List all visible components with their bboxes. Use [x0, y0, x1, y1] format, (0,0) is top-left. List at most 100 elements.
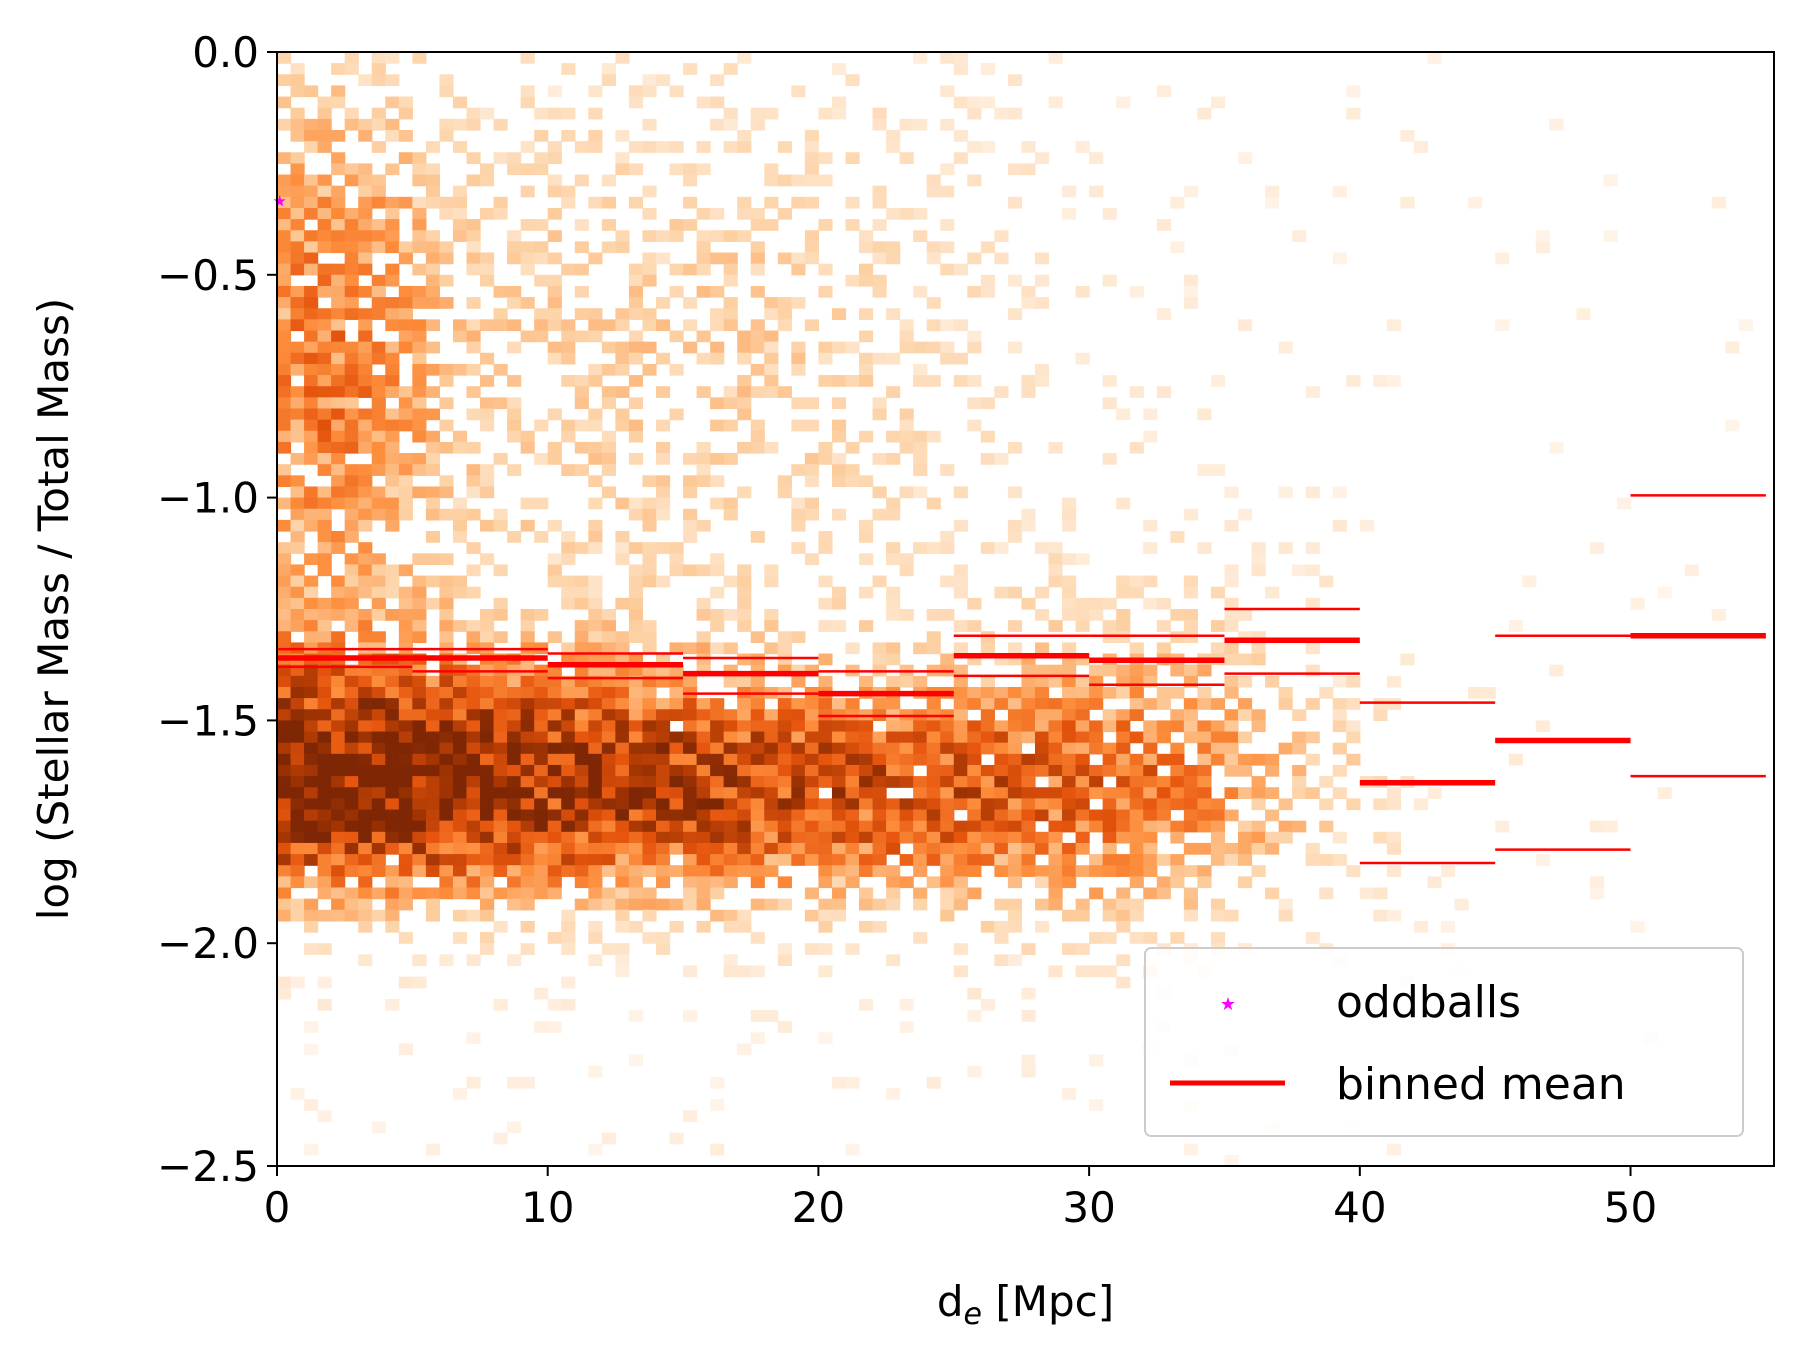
heatmap-cell	[737, 787, 752, 799]
heatmap-cell	[1129, 285, 1144, 298]
heatmap-cell	[750, 753, 765, 766]
heatmap-cell	[1210, 375, 1226, 387]
heatmap-cell	[1034, 375, 1050, 387]
heatmap-cell	[452, 363, 468, 376]
heatmap-cell	[831, 820, 847, 833]
heatmap-cell	[304, 943, 319, 955]
heatmap-cell	[615, 954, 630, 967]
heatmap-cell	[331, 831, 346, 844]
heatmap-cell	[507, 375, 522, 387]
heatmap-cell	[1102, 898, 1117, 911]
heatmap-cell	[371, 564, 386, 577]
heatmap-cell	[358, 620, 373, 632]
heatmap-cell	[304, 698, 319, 710]
heatmap-cell	[398, 664, 413, 677]
heatmap-cell	[277, 519, 292, 532]
heatmap-cell	[696, 464, 711, 476]
heatmap-cell	[1197, 542, 1212, 554]
heatmap-cell	[466, 887, 481, 900]
heatmap-cell	[628, 419, 644, 432]
heatmap-cell	[967, 330, 982, 343]
heatmap-cell	[588, 475, 603, 488]
heatmap-cell	[818, 731, 833, 744]
heatmap-cell	[439, 686, 454, 699]
heatmap-cell	[1129, 386, 1144, 398]
heatmap-cell	[1292, 230, 1307, 242]
heatmap-cell	[385, 564, 400, 577]
heatmap-cell	[398, 252, 413, 265]
heatmap-cell	[967, 831, 982, 844]
heatmap-cell	[710, 764, 725, 777]
heatmap-cell	[439, 274, 454, 287]
heatmap-cell	[398, 776, 413, 788]
heatmap-cell	[317, 441, 332, 454]
heatmap-cell	[398, 698, 413, 710]
heatmap-cell	[899, 809, 914, 822]
heatmap-cell	[304, 408, 319, 421]
heatmap-cell	[601, 731, 616, 744]
heatmap-cell	[777, 898, 792, 911]
heatmap-cell	[1089, 720, 1104, 733]
heatmap-cell	[1156, 887, 1171, 900]
heatmap-cell	[845, 1076, 860, 1089]
heatmap-cell	[791, 854, 806, 866]
heatmap-cell	[371, 909, 386, 922]
heatmap-cell	[331, 419, 346, 432]
heatmap-cell	[1265, 887, 1280, 900]
heatmap-cell	[615, 52, 630, 64]
heatmap-cell	[574, 787, 589, 799]
heatmap-cell	[480, 609, 495, 621]
heatmap-cell	[1292, 742, 1307, 755]
heatmap-cell	[371, 664, 386, 677]
heatmap-cell	[1102, 787, 1117, 799]
heatmap-cell	[480, 519, 495, 532]
heatmap-cell	[385, 274, 400, 287]
heatmap-cell	[561, 943, 576, 955]
heatmap-cell	[1170, 686, 1185, 699]
heatmap-cell	[1116, 898, 1131, 911]
heatmap-cell	[1021, 776, 1036, 788]
heatmap-cell	[777, 787, 792, 799]
heatmap-cell	[1292, 564, 1307, 577]
heatmap-cell	[317, 820, 332, 833]
heatmap-cell	[1089, 1099, 1104, 1111]
heatmap-cell	[1007, 709, 1023, 721]
heatmap-cell	[615, 230, 630, 242]
heatmap-cell	[750, 742, 765, 755]
heatmap-cell	[1251, 831, 1266, 844]
heatmap-cell	[290, 742, 305, 755]
heatmap-cell	[615, 842, 630, 855]
heatmap-cell	[493, 776, 508, 788]
heatmap-cell	[831, 397, 847, 410]
heatmap-cell	[290, 453, 305, 465]
heatmap-cell	[344, 419, 359, 432]
heatmap-cell	[1007, 686, 1023, 699]
heatmap-cell	[818, 698, 833, 710]
heatmap-cell	[358, 207, 373, 220]
heatmap-cell	[304, 620, 319, 632]
heatmap-cell	[1197, 731, 1212, 744]
heatmap-cell	[764, 854, 779, 866]
heatmap-cell	[994, 865, 1009, 877]
heatmap-cell	[412, 375, 427, 387]
heatmap-cell	[1170, 831, 1185, 844]
heatmap-cell	[737, 620, 752, 632]
heatmap-cell	[507, 419, 522, 432]
heatmap-cell	[561, 330, 576, 343]
heatmap-cell	[1102, 664, 1117, 677]
heatmap-cell	[534, 419, 549, 432]
heatmap-cell	[804, 731, 820, 744]
heatmap-cell	[1034, 698, 1050, 710]
heatmap-cell	[818, 831, 833, 844]
heatmap-cell	[1238, 876, 1253, 889]
heatmap-cell	[371, 609, 386, 621]
heatmap-cell	[277, 263, 292, 276]
heatmap-cell	[845, 865, 860, 877]
heatmap-cell	[750, 207, 765, 220]
heatmap-cell	[480, 698, 495, 710]
heatmap-cell	[290, 519, 305, 532]
heatmap-cell	[304, 352, 319, 365]
heatmap-cell	[588, 776, 603, 788]
heatmap-cell	[304, 319, 319, 332]
heatmap-cell	[547, 753, 562, 766]
